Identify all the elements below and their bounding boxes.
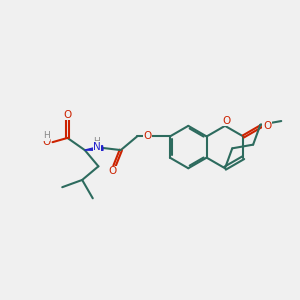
Text: H: H [94, 137, 100, 146]
Text: H: H [43, 131, 50, 140]
Text: O: O [143, 131, 151, 142]
Text: O: O [109, 166, 117, 176]
Text: N: N [93, 142, 101, 152]
Text: O: O [222, 116, 231, 126]
Text: O: O [63, 110, 71, 120]
Text: O: O [263, 121, 271, 131]
Text: O: O [42, 137, 50, 147]
Polygon shape [85, 146, 103, 150]
